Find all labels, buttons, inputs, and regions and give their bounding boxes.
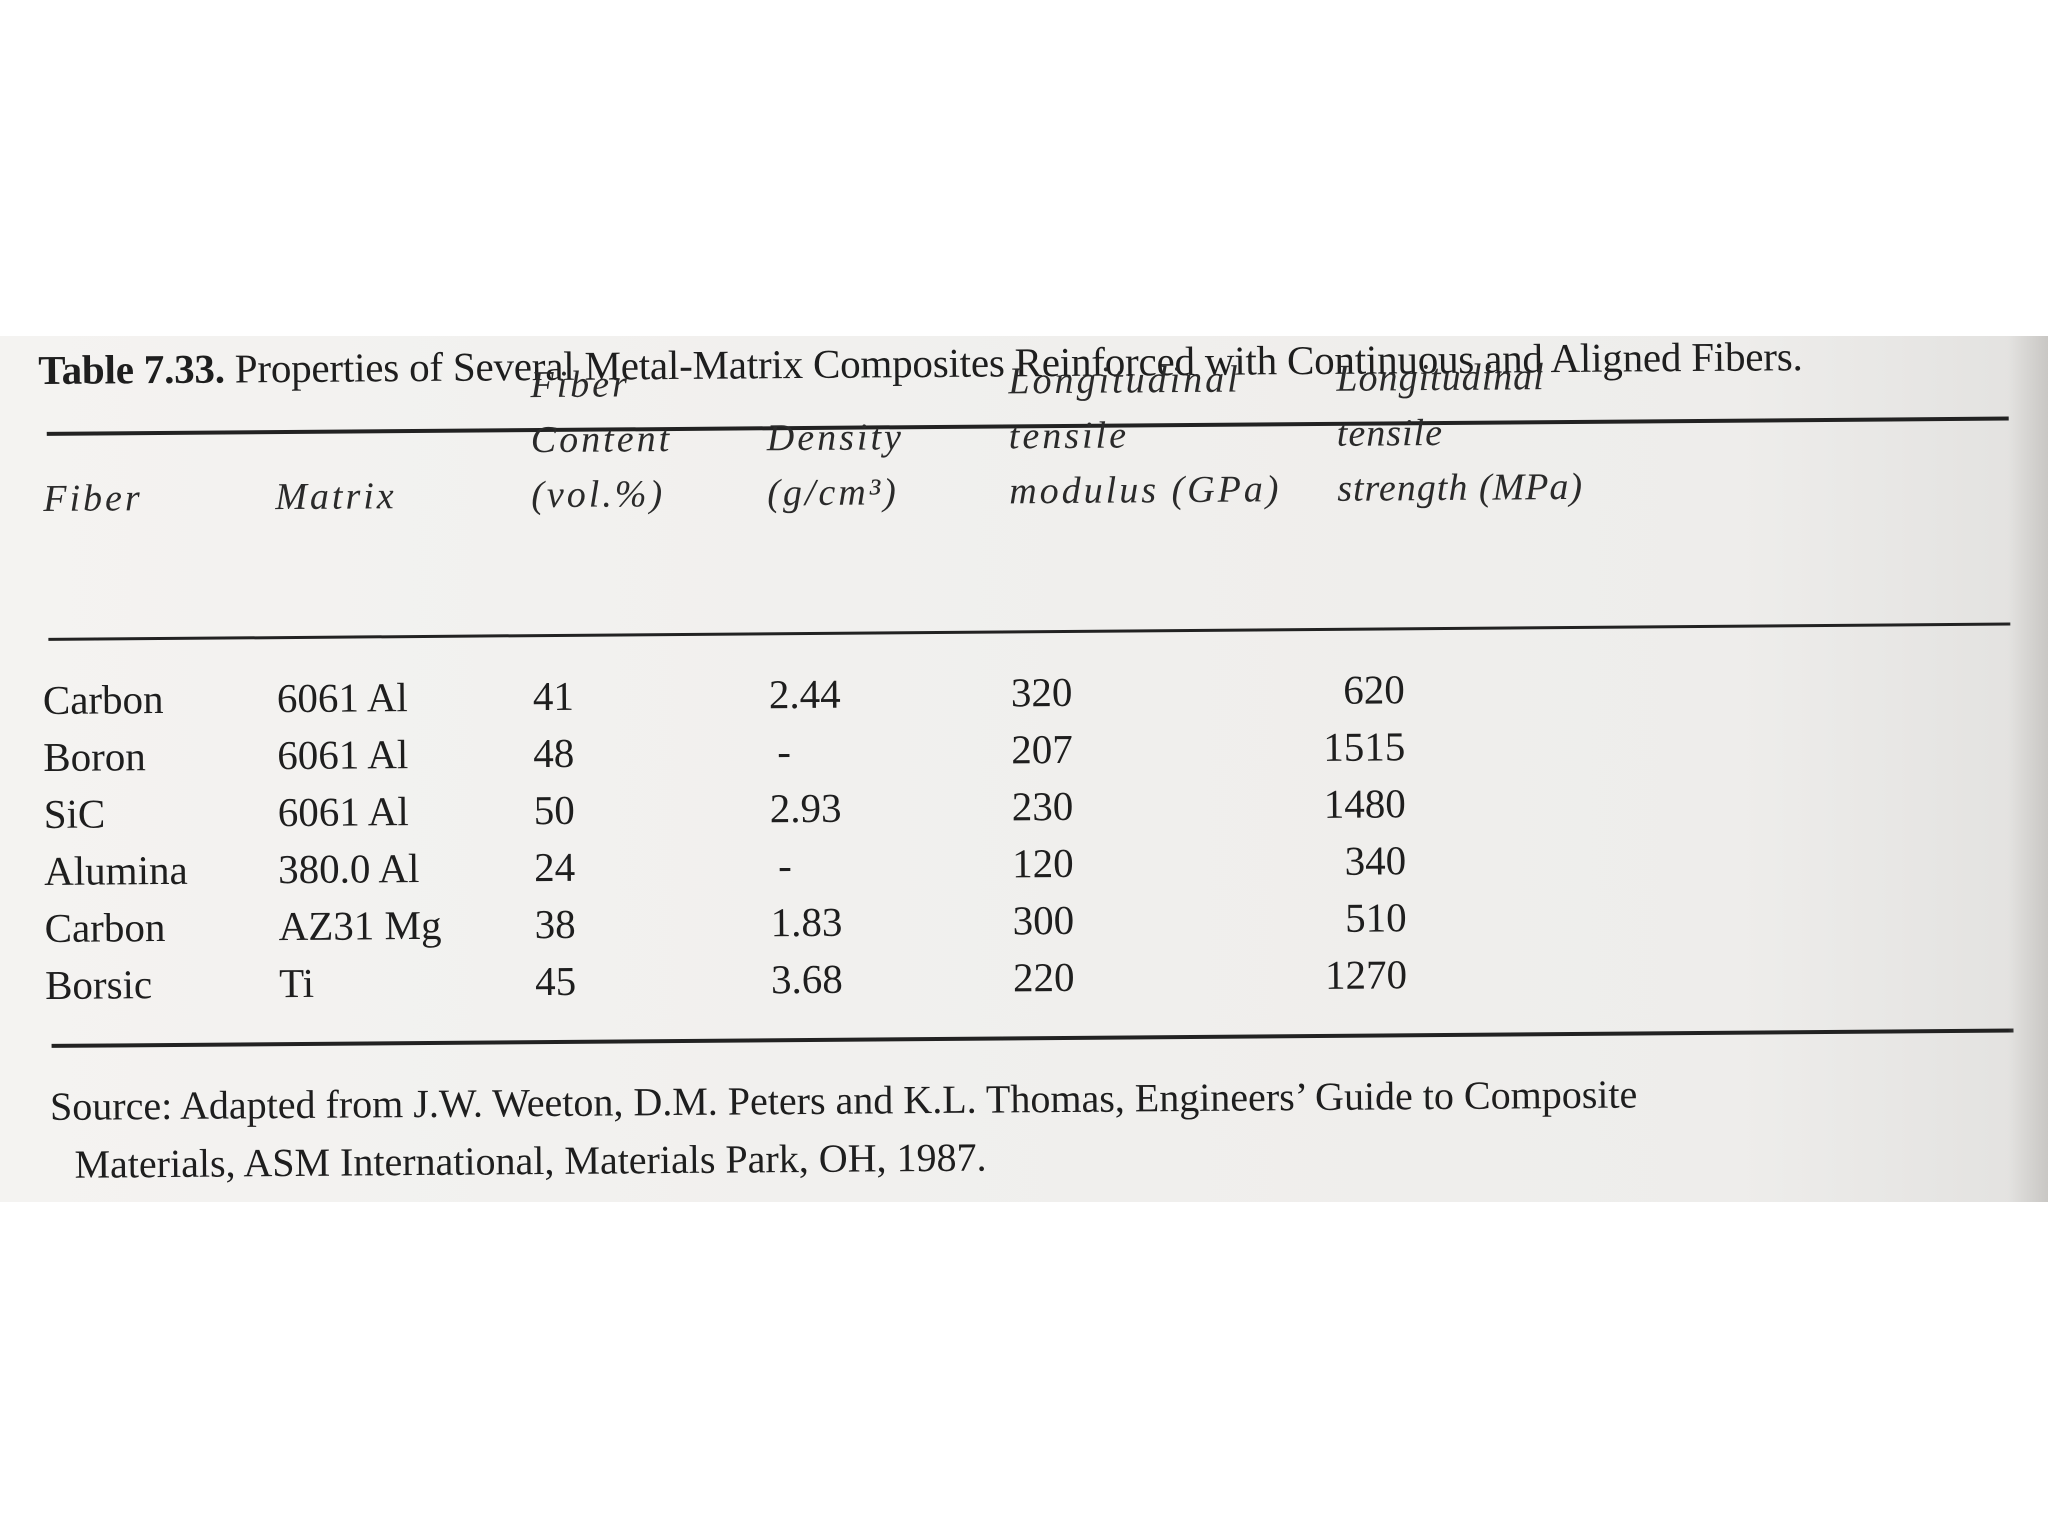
header-line: Longitudinal	[1008, 358, 1241, 403]
header-modulus: Longitudinal tensile modulus (GPa)	[1008, 352, 1282, 519]
cell-fiber: Alumina	[44, 846, 188, 894]
cell-modulus: 320	[1010, 668, 1073, 716]
header-line: tensile	[1336, 411, 1444, 455]
header-line: Longitudinal	[1336, 356, 1545, 400]
header-line: Fiber	[43, 477, 143, 520]
cell-density: 2.44	[768, 670, 841, 718]
cell-matrix: 6061 Al	[277, 788, 409, 836]
cell-strength: 1515	[1323, 723, 1406, 770]
cell-matrix: Ti	[278, 959, 315, 1007]
header-line: (vol.%)	[531, 473, 666, 517]
cell-density: -	[777, 842, 793, 889]
header-line: tensile	[1008, 414, 1130, 458]
header-line: Fiber	[530, 363, 631, 407]
header-density: Density (g/cm³)	[767, 410, 905, 521]
cell-strength: 1270	[1324, 951, 1408, 998]
scan-shadow-edge	[2008, 336, 2048, 1202]
header-strength: Longitudinal tensile strength (MPa)	[1336, 350, 1583, 517]
cell-matrix: 380.0 Al	[278, 845, 420, 893]
table-label: Table 7.33.	[38, 345, 225, 393]
cell-matrix: 6061 Al	[277, 731, 409, 779]
cell-content: 48	[533, 729, 575, 777]
cell-modulus: 207	[1011, 725, 1073, 773]
cell-density: 2.93	[769, 784, 842, 832]
header-line: Content	[530, 418, 673, 462]
cell-modulus: 120	[1011, 839, 1074, 887]
header-fiber: Fiber	[43, 471, 143, 527]
cell-content: 24	[534, 843, 576, 891]
cell-density: 3.68	[770, 955, 844, 1003]
cell-fiber: SiC	[43, 790, 106, 837]
cell-strength: 1480	[1323, 780, 1406, 827]
cell-content: 50	[533, 786, 575, 834]
header-line: strength (MPa)	[1337, 465, 1584, 510]
cell-density: -	[777, 728, 792, 775]
cell-modulus: 220	[1012, 953, 1075, 1001]
source-line: Materials, ASM International, Materials …	[74, 1134, 987, 1187]
header-fiber-content: Fiber Content (vol.%)	[530, 357, 673, 523]
cell-content: 41	[532, 672, 575, 720]
cell-content: 38	[534, 900, 576, 948]
cell-fiber: Boron	[43, 733, 146, 780]
cell-density: 1.83	[770, 898, 843, 946]
cell-fiber: Carbon	[42, 676, 164, 723]
header-rule	[48, 622, 2011, 641]
header-matrix: Matrix	[275, 469, 397, 525]
cell-strength: 510	[1344, 894, 1407, 941]
header-line: Matrix	[275, 475, 397, 519]
cell-fiber: Carbon	[44, 904, 166, 951]
cell-matrix: AZ31 Mg	[278, 901, 442, 950]
cell-strength: 340	[1344, 837, 1407, 884]
cell-modulus: 300	[1012, 896, 1075, 944]
header-line: modulus (GPa)	[1009, 468, 1282, 513]
table-block: Table 7.33. Properties of Several Metal-M…	[38, 336, 2025, 1202]
scanned-page-region: Table 7.33. Properties of Several Metal-M…	[0, 336, 2048, 1202]
header-line: Density	[766, 416, 905, 460]
header-line: (g/cm³)	[767, 471, 899, 515]
cell-strength: 620	[1343, 666, 1405, 713]
cell-fiber: Borsic	[44, 961, 153, 1008]
table-source-note: Source: Adapted from J.W. Weeton, D.M. P…	[50, 1065, 1638, 1193]
bottom-rule	[51, 1028, 2014, 1048]
cell-content: 45	[534, 957, 577, 1005]
cell-modulus: 230	[1011, 782, 1074, 830]
cell-matrix: 6061 Al	[276, 674, 409, 722]
